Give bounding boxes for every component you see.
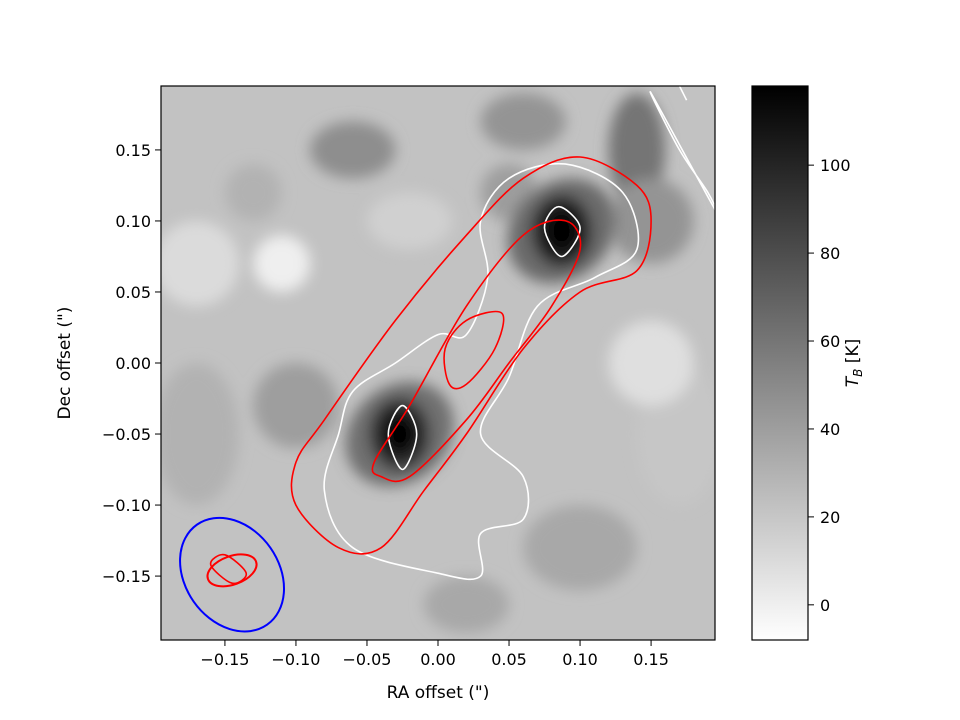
- y-tick-label: 0.15: [115, 141, 151, 160]
- colorbar-tick-label: 80: [820, 244, 840, 263]
- colorbar-tick-label: 20: [820, 508, 840, 527]
- x-tick-label: 0.00: [420, 650, 456, 669]
- y-tick-label: −0.15: [102, 567, 151, 586]
- contour-4: [387, 404, 418, 471]
- contour-2: [649, 91, 715, 212]
- contour-6: [290, 156, 652, 555]
- y-tick-label: −0.05: [102, 425, 151, 444]
- heatmap: [161, 86, 715, 640]
- colorbar-tick-label: 100: [820, 156, 851, 175]
- y-tick-label: 0.10: [115, 212, 151, 231]
- beam-ellipse-2: [206, 553, 258, 588]
- y-axis-label: Dec offset ("): [55, 307, 75, 420]
- x-tick-label: 0.15: [633, 650, 669, 669]
- colorbar-tick-label: 40: [820, 420, 840, 439]
- y-tick-label: 0.05: [115, 283, 151, 302]
- contour-5: [543, 205, 581, 258]
- colorbar-tick-label: 0: [820, 596, 830, 615]
- y-axis: 0.15 0.10 0.05 0.00 −0.05 −0.10 −0.15: [102, 141, 161, 586]
- beam-ellipse-1: [179, 516, 286, 633]
- contour-7: [371, 219, 582, 483]
- contour-9: [209, 553, 248, 585]
- x-tick-label: 0.10: [562, 650, 598, 669]
- y-tick-label: −0.10: [102, 496, 151, 515]
- x-tick-label: −0.05: [342, 650, 391, 669]
- x-tick-label: −0.10: [271, 650, 320, 669]
- colorbar-label: TB [K]: [843, 339, 865, 387]
- y-tick-label: 0.00: [115, 354, 151, 373]
- x-tick-label: −0.15: [200, 650, 249, 669]
- emission-peak-2: [345, 381, 454, 487]
- colorbar: 0 20 40 60 80 100 TB [K]: [751, 85, 865, 641]
- x-axis-label: RA offset ("): [387, 683, 490, 703]
- colorbar-tick-label: 60: [820, 332, 840, 351]
- contour-8: [443, 310, 505, 390]
- contour-3: [678, 86, 688, 101]
- x-axis: −0.15 −0.10 −0.05 0.00 0.05 0.10 0.15: [200, 640, 669, 669]
- x-tick-label: 0.05: [491, 650, 527, 669]
- contour-1: [323, 162, 640, 581]
